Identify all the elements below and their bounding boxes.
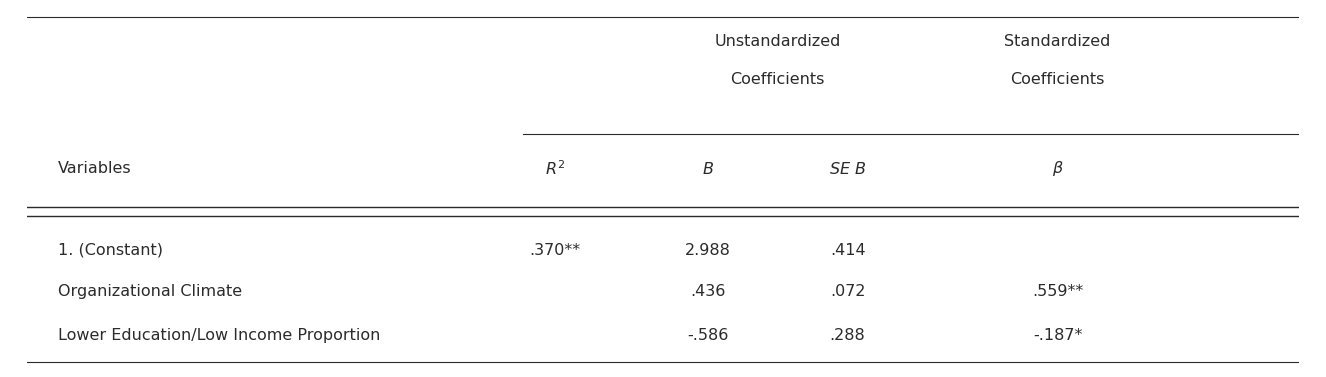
Text: Unstandardized: Unstandardized — [715, 34, 841, 49]
Text: Standardized: Standardized — [1004, 34, 1111, 49]
Text: .559**: .559** — [1032, 284, 1083, 299]
Text: .370**: .370** — [529, 242, 581, 257]
Text: .414: .414 — [830, 242, 866, 257]
Text: $\mathit{SE\ B}$: $\mathit{SE\ B}$ — [829, 161, 866, 176]
Text: -.187*: -.187* — [1033, 328, 1082, 343]
Text: $\mathit{B}$: $\mathit{B}$ — [701, 161, 713, 176]
Text: 2.988: 2.988 — [684, 242, 731, 257]
Text: .436: .436 — [690, 284, 725, 299]
Text: .072: .072 — [830, 284, 866, 299]
Text: Variables: Variables — [58, 161, 133, 176]
Text: Coefficients: Coefficients — [1010, 72, 1105, 87]
Text: $\mathit{R}^2$: $\mathit{R}^2$ — [545, 159, 565, 178]
Text: -.586: -.586 — [687, 328, 728, 343]
Text: .288: .288 — [830, 328, 866, 343]
Text: 1. (Constant): 1. (Constant) — [58, 242, 163, 257]
Text: $\beta$: $\beta$ — [1052, 159, 1063, 178]
Text: Lower Education/Low Income Proportion: Lower Education/Low Income Proportion — [58, 328, 381, 343]
Text: Coefficients: Coefficients — [731, 72, 825, 87]
Text: Organizational Climate: Organizational Climate — [58, 284, 243, 299]
